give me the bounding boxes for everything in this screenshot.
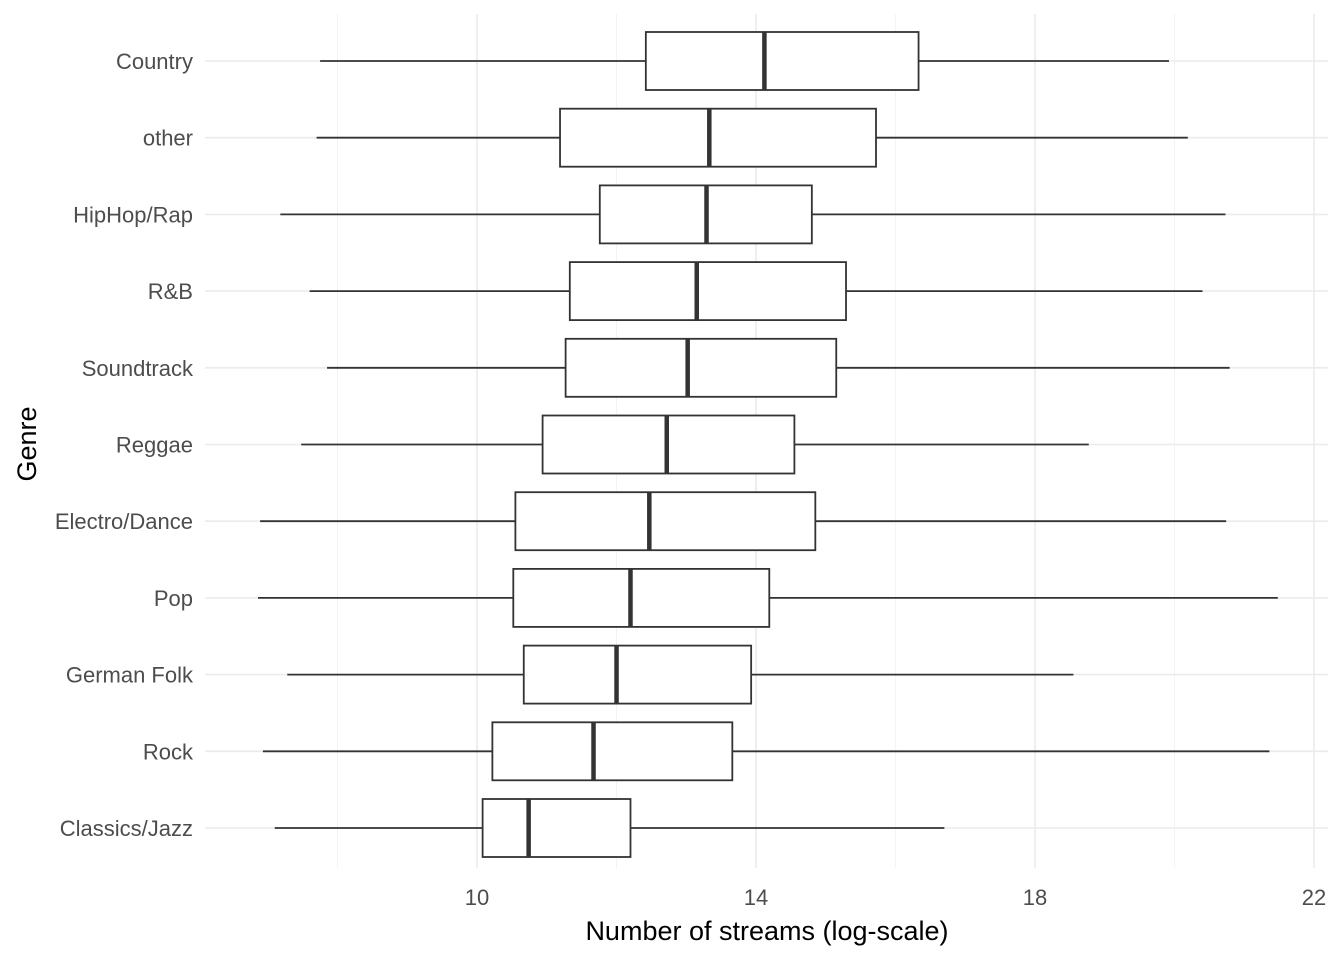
box-pop [258,568,1278,628]
iqr-box [564,337,838,398]
x-tick-label: 14 [744,885,768,910]
y-axis-title: Genre [12,406,42,481]
box-other [316,107,1188,168]
box-german-folk [287,644,1074,705]
iqr-box [559,107,877,168]
iqr-box [481,798,632,858]
y-tick-label: Classics/Jazz [60,816,193,841]
x-axis-title: Number of streams (log-scale) [585,916,948,946]
y-tick-label: Soundtrack [82,356,194,381]
iqr-box [522,644,753,705]
y-tick-label: Rock [143,739,194,764]
box-electro-dance [260,491,1227,552]
box-reggae [301,414,1089,475]
boxes [258,31,1278,858]
box-hiphop-rap [280,184,1226,245]
iqr-box [491,721,734,782]
x-tick-labels: 10 14 18 22 [465,885,1327,910]
y-tick-label: Country [116,49,193,74]
iqr-box [568,261,847,322]
iqr-box [512,568,771,628]
x-tick-label: 10 [465,885,489,910]
box-soundtrack [327,337,1230,398]
y-tick-label: German Folk [66,663,194,688]
y-tick-label: Electro/Dance [55,509,193,534]
y-tick-labels: Country other HipHop/Rap R&B Soundtrack Regga… [55,49,194,841]
x-tick-label: 22 [1302,885,1326,910]
y-tick-label: Pop [154,586,193,611]
box-r-b [309,261,1203,322]
y-tick-label: other [143,126,193,151]
x-tick-label: 18 [1023,885,1047,910]
y-tick-label: HipHop/Rap [73,202,193,227]
y-tick-label: Reggae [116,433,193,458]
iqr-box [514,491,817,552]
box-rock [262,721,1270,782]
y-tick-label: R&B [148,279,193,304]
box-country [320,31,1169,91]
iqr-box [644,31,920,91]
box-classics-jazz [274,798,945,858]
